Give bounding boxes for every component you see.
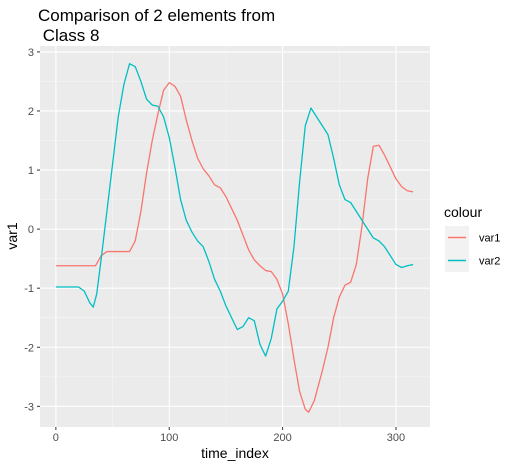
y-tick-label: 1 <box>28 165 34 177</box>
legend: colour var1 var2 <box>444 204 500 272</box>
x-tick-label: 300 <box>387 432 405 444</box>
y-tick-label: 0 <box>28 224 34 236</box>
legend-label-var1: var1 <box>479 233 500 245</box>
y-tick-label: -1 <box>24 283 34 295</box>
legend-label-var2: var2 <box>479 256 500 268</box>
x-axis-ticks: 0 100 200 300 <box>53 427 405 444</box>
series-line-var2 <box>55 63 414 357</box>
chart-title-line-2: Class 8 <box>38 26 99 45</box>
y-tick-label: 3 <box>28 47 34 59</box>
y-axis-title: var1 <box>4 222 20 249</box>
x-tick-label: 0 <box>53 432 59 444</box>
grid-minor <box>40 46 430 427</box>
series-lines <box>55 63 414 413</box>
x-axis-title: time_index <box>201 445 269 461</box>
x-tick-label: 100 <box>160 432 178 444</box>
legend-title: colour <box>444 204 482 220</box>
plot-panel <box>40 46 430 427</box>
y-axis-ticks: -3 -2 -1 0 1 2 3 <box>24 47 40 413</box>
chart-title-line-1: Comparison of 2 elements from <box>38 6 275 25</box>
y-tick-label: -3 <box>24 401 34 413</box>
y-tick-label: 2 <box>28 106 34 118</box>
x-tick-label: 200 <box>273 432 291 444</box>
grid-major <box>40 46 430 427</box>
y-tick-label: -2 <box>24 342 34 354</box>
series-line-var1 <box>55 81 414 413</box>
